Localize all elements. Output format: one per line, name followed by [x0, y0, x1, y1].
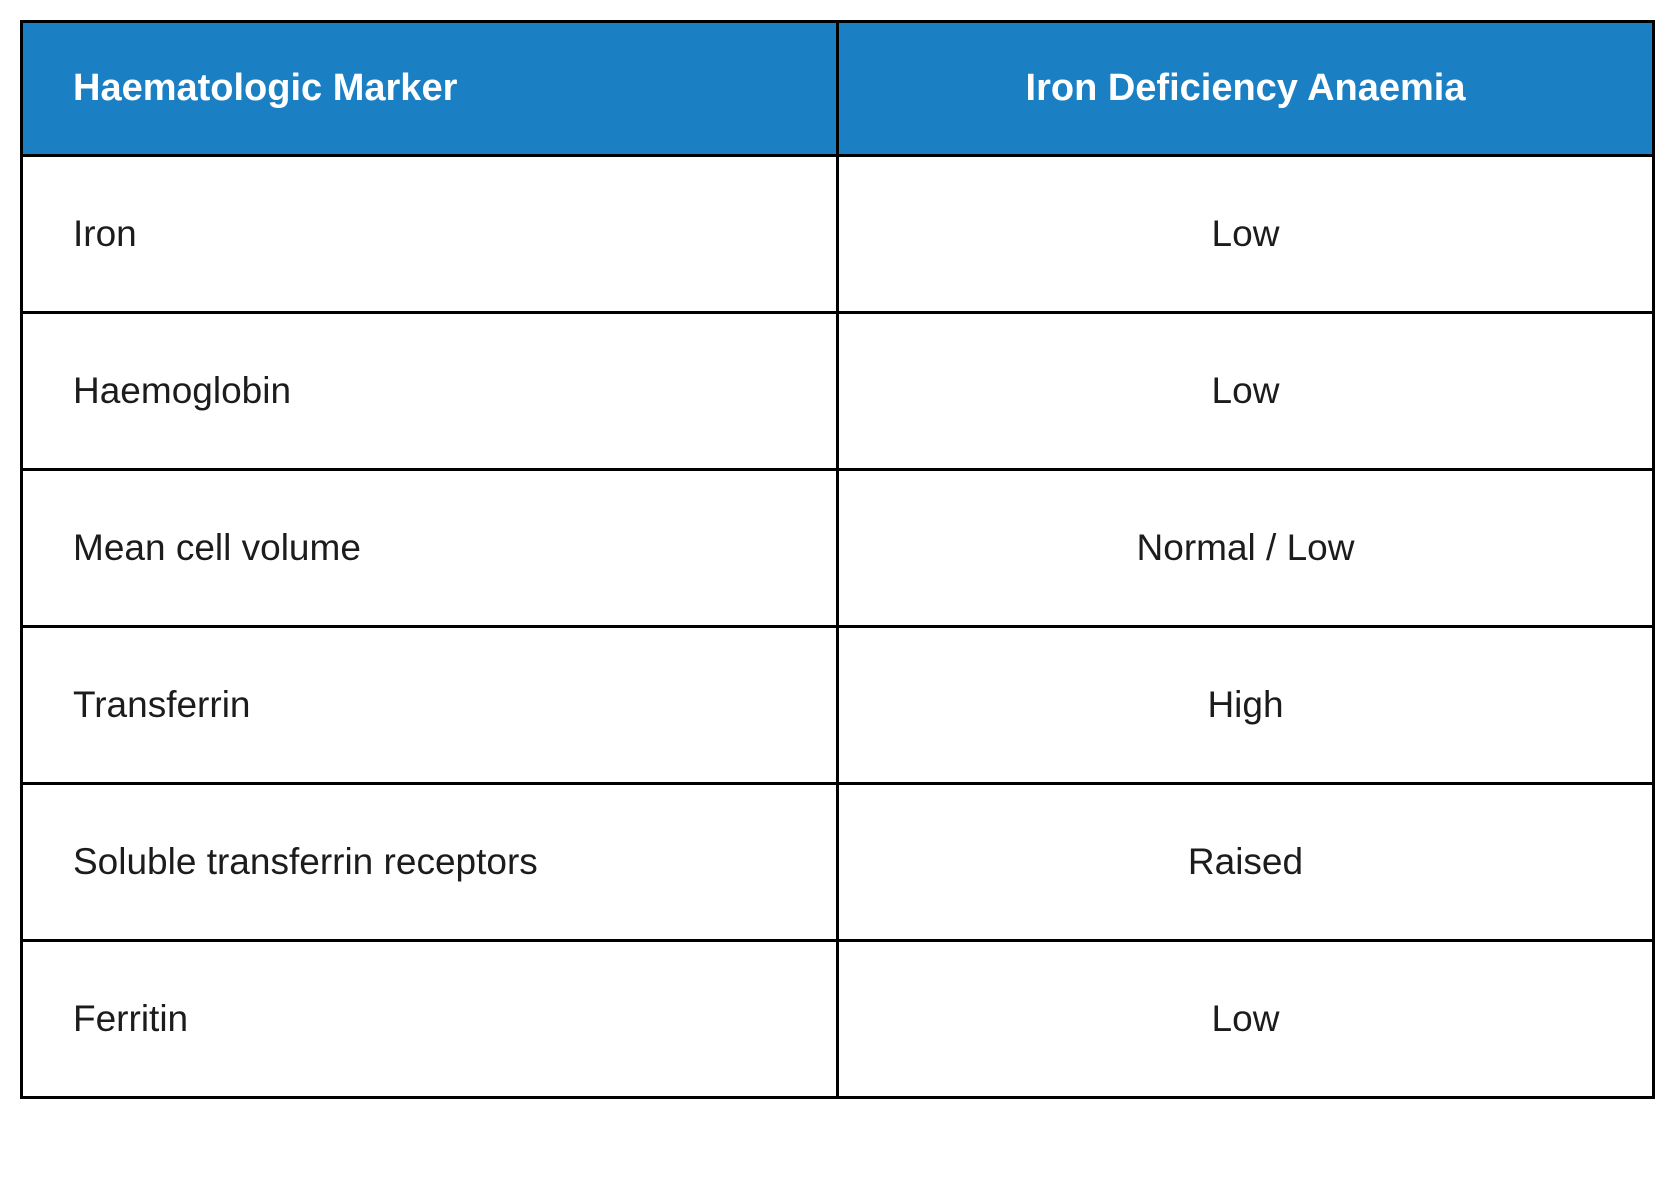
table-row: Soluble transferrin receptors Raised	[22, 784, 1654, 941]
table-header-row: Haematologic Marker Iron Deficiency Anae…	[22, 22, 1654, 156]
column-header-marker: Haematologic Marker	[22, 22, 838, 156]
haematologic-markers-table: Haematologic Marker Iron Deficiency Anae…	[20, 20, 1655, 1099]
cell-marker: Soluble transferrin receptors	[22, 784, 838, 941]
cell-marker: Transferrin	[22, 627, 838, 784]
table-container: Haematologic Marker Iron Deficiency Anae…	[20, 20, 1655, 1099]
cell-value: Normal / Low	[838, 470, 1654, 627]
table-row: Transferrin High	[22, 627, 1654, 784]
cell-marker: Iron	[22, 156, 838, 313]
table-header: Haematologic Marker Iron Deficiency Anae…	[22, 22, 1654, 156]
cell-marker: Mean cell volume	[22, 470, 838, 627]
column-header-value: Iron Deficiency Anaemia	[838, 22, 1654, 156]
cell-value: Low	[838, 156, 1654, 313]
cell-value: High	[838, 627, 1654, 784]
cell-marker: Ferritin	[22, 941, 838, 1098]
cell-value: Low	[838, 941, 1654, 1098]
table-row: Mean cell volume Normal / Low	[22, 470, 1654, 627]
cell-value: Low	[838, 313, 1654, 470]
table-row: Iron Low	[22, 156, 1654, 313]
cell-marker: Haemoglobin	[22, 313, 838, 470]
table-row: Ferritin Low	[22, 941, 1654, 1098]
table-row: Haemoglobin Low	[22, 313, 1654, 470]
cell-value: Raised	[838, 784, 1654, 941]
table-body: Iron Low Haemoglobin Low Mean cell volum…	[22, 156, 1654, 1098]
